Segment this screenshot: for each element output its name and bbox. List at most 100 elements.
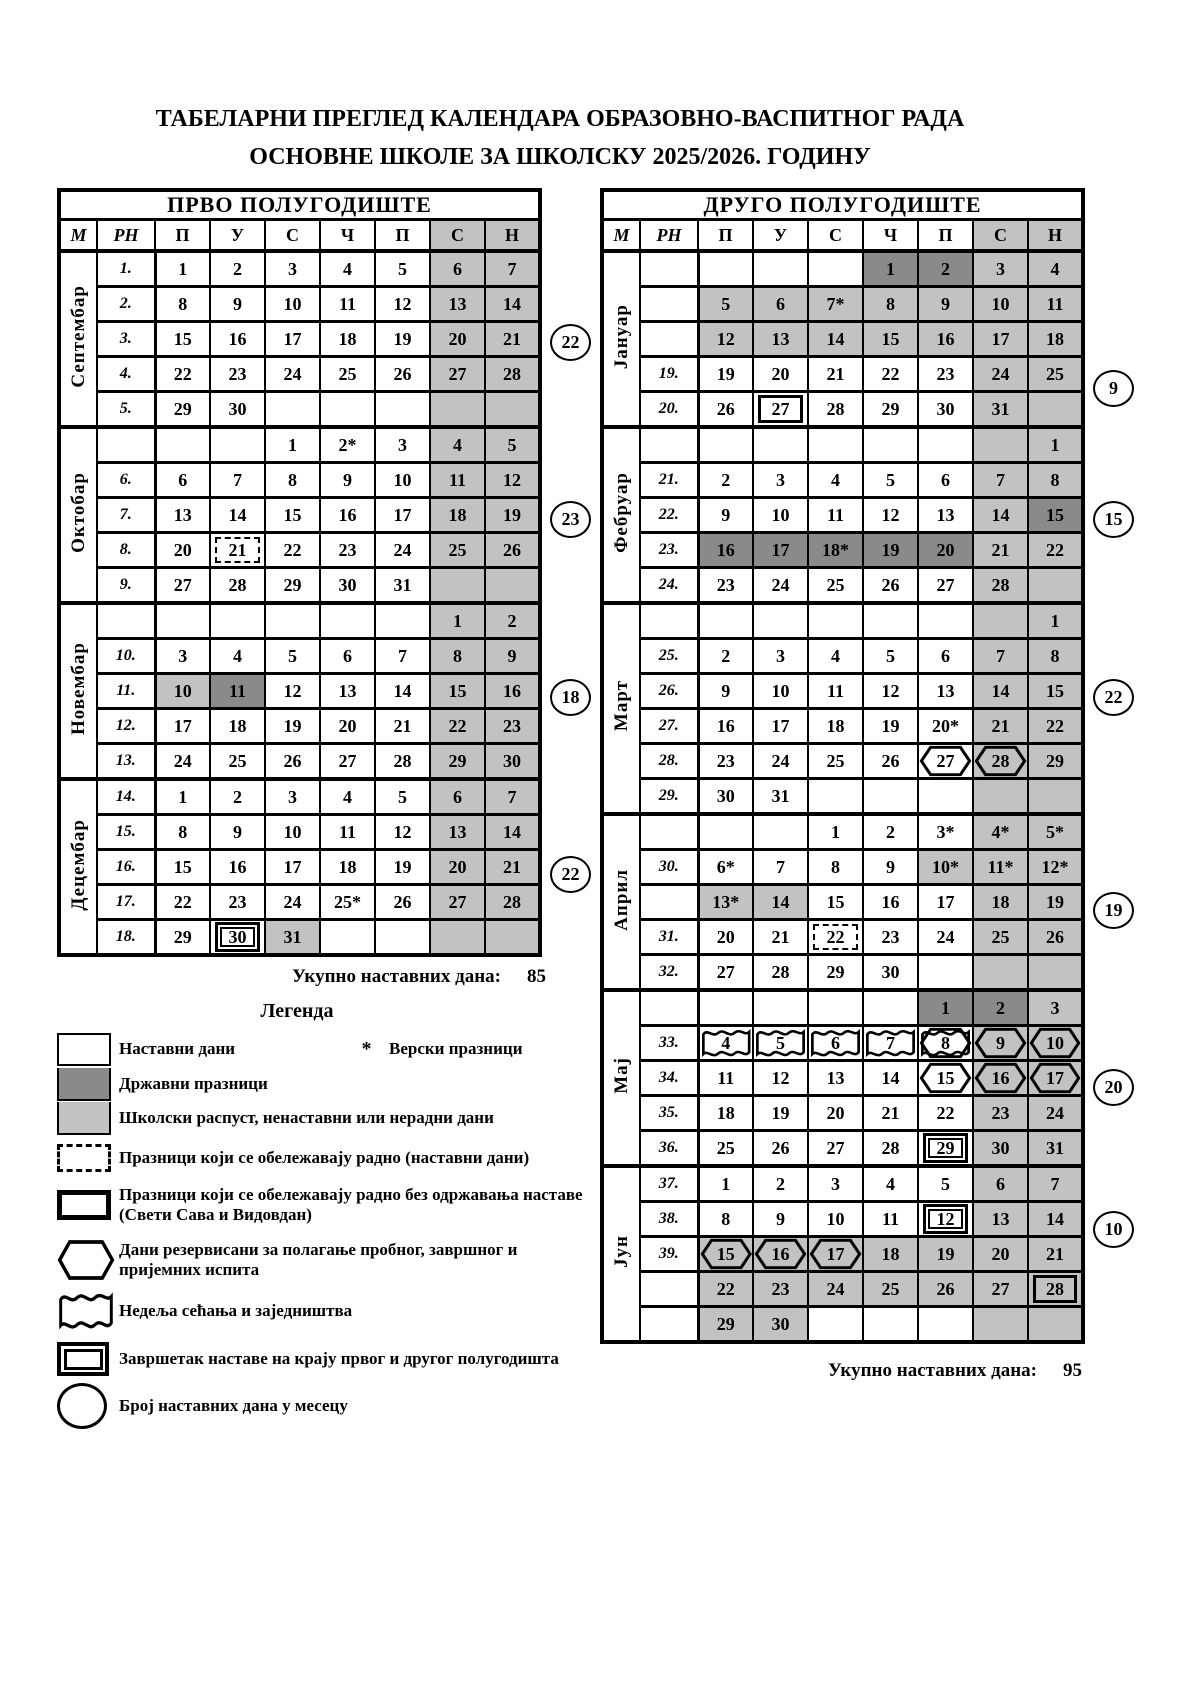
day-cell: 22	[807, 918, 864, 956]
day-cell: 5	[752, 1024, 809, 1062]
day-cell: 27	[429, 355, 486, 393]
legend-swatch-thick	[57, 1190, 119, 1220]
legend-item: Школски распуст, ненаставни или нерадни …	[57, 1101, 602, 1135]
legend: Легенда Наставни дани * Верски празници Држ…	[57, 1000, 602, 1429]
day-number: 17	[936, 891, 955, 912]
week-row: 22. 9 10 11 12 13 14 15	[602, 496, 1085, 534]
column-header: П	[154, 218, 211, 253]
legend-item: Број наставних дана у месецу	[57, 1383, 602, 1429]
week-number-cell: 28.	[639, 742, 700, 780]
month-name: Мај	[610, 1057, 632, 1094]
week-number-cell: 26.	[639, 672, 700, 710]
day-cell: 10	[807, 1200, 864, 1238]
day-number: 29	[881, 398, 900, 419]
day-number: 5	[398, 258, 407, 279]
day-cell: 17	[917, 883, 974, 921]
month-label: Март	[601, 601, 641, 816]
day-number: 8	[453, 645, 462, 666]
week-row: 20. 26 27 28 29 30 31	[602, 390, 1085, 429]
column-header: Ч	[862, 218, 919, 253]
day-number: 16	[228, 856, 247, 877]
day-cell	[209, 601, 266, 640]
day-cell: 16	[209, 848, 266, 886]
day-number: 1	[178, 258, 188, 279]
day-cell: 29	[154, 390, 211, 429]
day-number: 5	[941, 1173, 950, 1194]
day-number: 17	[393, 504, 412, 525]
week-number-cell: 21.	[639, 461, 700, 499]
day-number: 2	[886, 821, 895, 842]
day-cell: 2	[697, 637, 754, 675]
day-cell: 3*	[917, 812, 974, 851]
teaching-days-circle: 23	[550, 501, 591, 539]
day-cell: 17	[1026, 1059, 1085, 1097]
legend-swatch-white	[57, 1032, 119, 1066]
day-number: 6	[831, 1032, 840, 1053]
day-cell: 25	[319, 355, 376, 393]
day-number: 27	[936, 574, 955, 595]
legend-item: Празници који се обележавају радно (наст…	[57, 1139, 602, 1177]
day-number: 26	[283, 750, 302, 771]
day-number: 12*	[1041, 856, 1069, 877]
day-cell: 6	[752, 285, 809, 323]
day-number: 15	[1046, 680, 1065, 701]
day-cell: 27	[972, 1270, 1029, 1308]
day-number: 7*	[826, 293, 845, 314]
day-number: 6	[776, 293, 785, 314]
day-number: 12	[393, 293, 412, 314]
day-number: 16	[716, 539, 735, 560]
week-row: Април 1 2 3* 4* 5*	[601, 812, 1085, 992]
day-number: 1	[178, 786, 188, 807]
week-row: 9. 27 28 29 30 31	[59, 566, 541, 605]
day-cell: 8	[1026, 637, 1085, 675]
month-label: Децембар	[58, 777, 98, 957]
day-number: 15	[1046, 504, 1065, 525]
week-row: 6. 6 7 8 9 10 11 12	[59, 461, 541, 499]
teaching-days-circle: 10	[1093, 1211, 1134, 1249]
week-row: 29. 30 31	[602, 777, 1085, 816]
day-number: 13	[936, 504, 955, 525]
week-number-cell	[639, 812, 700, 851]
month-label: Септембар	[58, 249, 98, 429]
legend-swatch-double	[57, 1342, 119, 1376]
day-number: 29	[173, 926, 192, 947]
week-row: 35. 18 19 20 21 22 23 24	[602, 1094, 1085, 1132]
day-cell: 8	[807, 848, 864, 886]
column-header: М	[601, 218, 641, 253]
day-cell: 9	[319, 461, 376, 499]
day-number: 9	[343, 469, 352, 490]
day-cell: 4	[807, 461, 864, 499]
week-number-cell	[96, 425, 157, 464]
day-cell	[429, 390, 486, 429]
day-number: 14	[503, 821, 521, 842]
day-cell: 30	[917, 390, 974, 429]
day-number: 30	[503, 750, 521, 771]
day-number: 5	[886, 645, 895, 666]
week-row: 22 23 24 25 26 27 28	[602, 1270, 1085, 1308]
day-number: 10	[283, 293, 302, 314]
day-cell: 9	[862, 848, 919, 886]
day-cell	[319, 601, 376, 640]
week-row: 23. 16 17 18* 19 20 21 22	[602, 531, 1085, 569]
day-cell: 20	[319, 707, 376, 745]
day-number: 1	[453, 610, 462, 631]
day-cell: 16	[697, 531, 754, 569]
column-header: С	[972, 218, 1029, 253]
day-cell: 5	[862, 637, 919, 675]
day-cell: 14	[807, 320, 864, 358]
day-cell: 15	[264, 496, 321, 534]
day-cell: 19	[374, 848, 431, 886]
legend-label: Празници који се обележавају радно (наст…	[119, 1148, 530, 1167]
day-cell	[972, 953, 1029, 992]
week-number-cell: 31.	[639, 918, 700, 956]
day-number: 20	[716, 926, 735, 947]
day-cell: 24	[264, 883, 321, 921]
semester-title: ПРВО ПОЛУГОДИШТЕ	[59, 190, 540, 221]
day-number: 3	[776, 469, 785, 490]
day-cell: 12	[697, 320, 754, 358]
day-number: 1	[721, 1173, 731, 1194]
day-cell: 26	[374, 883, 431, 921]
day-cell: 22	[429, 707, 486, 745]
day-cell: 22	[264, 531, 321, 569]
